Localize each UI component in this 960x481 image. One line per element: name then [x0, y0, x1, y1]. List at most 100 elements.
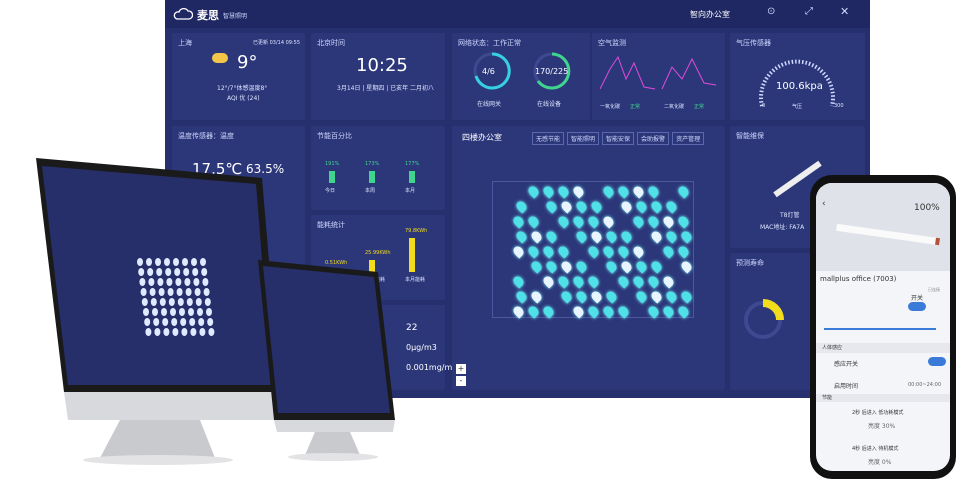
imac-pin — [159, 298, 166, 306]
map-tabs: 无感节能 智能照明 智能安保 会助报警 资产管理 — [532, 132, 707, 145]
imac-pin — [177, 298, 184, 306]
map-title[interactable]: 四楼办公室 — [462, 133, 502, 142]
imac-pin — [192, 268, 199, 276]
phone-screen: ‹ 100% mallplus office (7003) 已连接 开关 人体感… — [816, 183, 950, 471]
weather-desc: 12°/7°体感温度8° — [217, 85, 268, 92]
imac-pin — [164, 258, 170, 266]
imac-pin — [175, 278, 182, 286]
section-bar: 人体感应 — [816, 343, 950, 353]
air-series: 二氧化碳 — [664, 104, 685, 110]
imac-pin — [190, 328, 197, 336]
map-card: 四楼办公室 无感节能 智能照明 智能安保 会助报警 资产管理 + - — [452, 126, 725, 390]
section-bar: 节能 — [816, 394, 950, 402]
imac-pin — [162, 318, 169, 326]
imac-pin — [138, 268, 145, 276]
time-label: 启用时间 — [834, 383, 859, 390]
clock-card: 北京时间 10:25 3月14日 | 星期四 | 已亥年 二月初八 — [311, 33, 445, 120]
updated: 已更新 03/14 09:55 — [253, 40, 300, 46]
bar-label: 今日 — [325, 188, 336, 194]
imac-pin — [181, 328, 188, 336]
monitor-stand — [305, 432, 360, 455]
network-card: 网络状态：工作正常 4/6 在线网关 170/225 在线设备 — [452, 33, 590, 120]
map-tab[interactable]: 智能照明 — [567, 132, 600, 145]
env-value: 22 — [406, 323, 418, 333]
bar-value: 0.51KWh — [325, 260, 348, 266]
imac-pin — [152, 308, 158, 316]
energy-label: 能耗统计 — [317, 221, 345, 229]
gateway-ring — [473, 52, 511, 90]
imac-chin — [64, 392, 280, 420]
imac-pin — [165, 268, 172, 276]
bar — [369, 260, 375, 272]
imac-pin — [203, 288, 210, 296]
header: 麦思 智慧照明 智向办公室 ⊙ ⤢ ✕ — [165, 0, 870, 28]
env-value: 0μg/m3 — [406, 343, 437, 352]
zoom-in[interactable]: + — [456, 364, 466, 374]
imac-pin — [148, 278, 155, 286]
imac-pin — [161, 308, 167, 316]
fullscreen-icon[interactable]: ⤢ — [805, 6, 813, 17]
bar — [409, 171, 415, 183]
map-tab[interactable]: 会助报警 — [637, 132, 670, 145]
imac-pin — [185, 288, 192, 296]
power-toggle[interactable] — [908, 302, 926, 311]
imac-pin — [166, 278, 173, 286]
imac-pin — [189, 318, 196, 326]
city: 上海 — [178, 39, 192, 47]
env-value: 0.001mg/m3 — [406, 363, 458, 372]
imac-pin — [195, 298, 202, 306]
imac-pin — [199, 328, 206, 336]
imac-pin — [172, 328, 179, 336]
lifetime-ring — [744, 299, 784, 339]
mac: MAC地址: FA7A — [760, 224, 805, 231]
imac-pin — [191, 258, 197, 266]
device-value: 170/225 — [535, 67, 569, 76]
saving-bars: 191% 今日 173% 本周 177% 本月 — [311, 141, 445, 209]
monitor-chin — [274, 420, 395, 432]
imac-pin — [139, 278, 146, 286]
gauge-unit: 气压 — [792, 104, 803, 110]
map-tab[interactable]: 无感节能 — [532, 132, 565, 145]
section-title: 节能 — [822, 395, 833, 401]
imac-pin — [137, 258, 143, 266]
imac-base — [83, 455, 233, 465]
bar — [329, 171, 335, 183]
device-label: 在线设备 — [537, 101, 562, 108]
close-icon[interactable]: ✕ — [840, 5, 850, 18]
imac-pin — [141, 298, 148, 306]
imac-pin — [171, 318, 178, 326]
clock-label: 北京时间 — [317, 39, 345, 47]
step-brightness: 亮度 30% — [868, 423, 896, 430]
air-status: 正常 — [630, 104, 641, 110]
humidity-value: 63.5% — [246, 162, 285, 176]
map-tab[interactable]: 智能安保 — [602, 132, 635, 145]
imac-pin — [170, 308, 176, 316]
imac-pin — [140, 288, 147, 296]
logo: 麦思 — [197, 9, 219, 22]
bar-value: 173% — [365, 161, 380, 167]
imac-pin — [147, 268, 154, 276]
imac-pin — [193, 278, 200, 286]
imac-pin — [146, 258, 152, 266]
imac-pin — [153, 318, 160, 326]
time-value[interactable]: 00:00~24:00 — [908, 382, 942, 388]
monitor-base — [288, 453, 378, 461]
sensor-toggle[interactable] — [928, 357, 946, 366]
settings-icon[interactable]: ⊙ — [767, 6, 776, 17]
air-status: 正常 — [694, 104, 705, 110]
zoom-out[interactable]: - — [456, 376, 466, 386]
imac-pin — [180, 318, 187, 326]
step: 4秒 后进入 待机模式 — [852, 446, 899, 452]
location-select[interactable]: 智向办公室 — [690, 10, 730, 19]
sensor-label: 感应开关 — [834, 361, 859, 368]
brightness-slider[interactable] — [824, 328, 936, 330]
step: 2秒 后进入 低功耗模式 — [852, 410, 904, 416]
map-tab[interactable]: 资产管理 — [672, 132, 705, 145]
phone: ‹ 100% mallplus office (7003) 已连接 开关 人体感… — [810, 175, 956, 479]
device-ring — [533, 52, 571, 90]
back[interactable]: ‹ — [822, 199, 826, 209]
air-card: 空气监测 一氧化碳 正常 二氧化碳 正常 — [592, 33, 725, 120]
weather-icon — [212, 53, 228, 63]
bar-value: 191% — [325, 161, 340, 167]
